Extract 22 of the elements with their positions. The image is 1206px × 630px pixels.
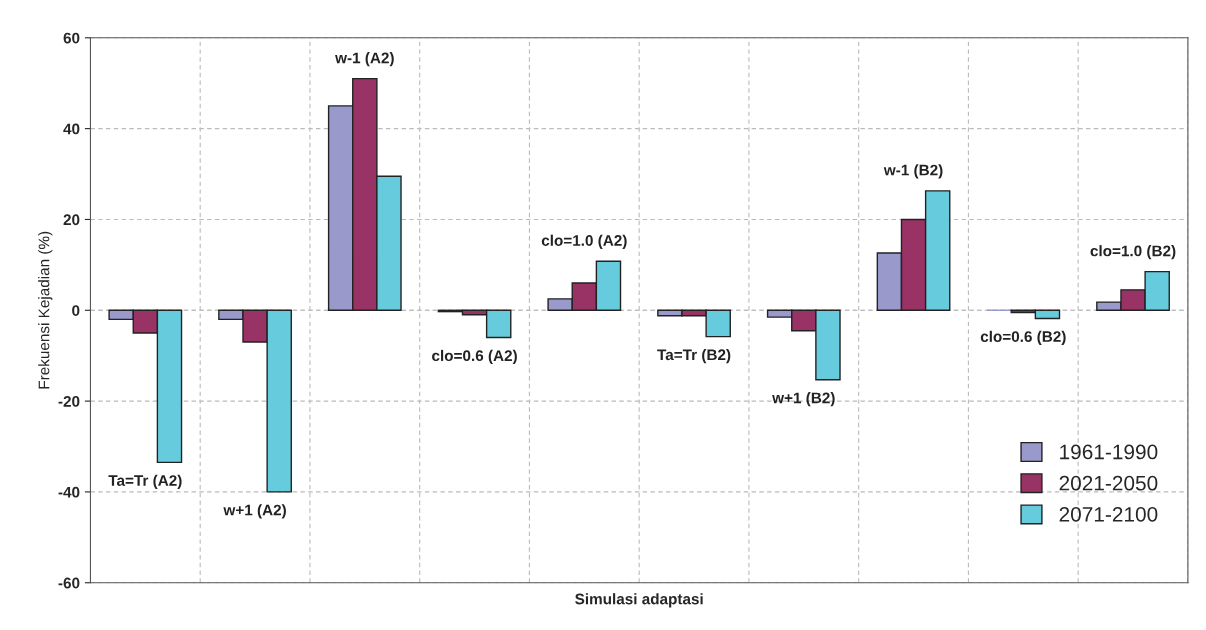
- y-tick-label: -40: [58, 486, 80, 498]
- x-tick-label: w+1 (B2): [772, 392, 835, 407]
- y-tick-label: 20: [63, 214, 80, 226]
- x-tick-label: clo=1.0 (A2): [541, 234, 627, 249]
- legend-label: 2071-2100: [1059, 506, 1158, 522]
- y-tick-label: 0: [72, 305, 80, 316]
- x-tick-label: w-1 (B2): [883, 164, 943, 179]
- y-tick-label: 60: [63, 32, 80, 44]
- x-tick-label: clo=1.0 (B2): [1090, 245, 1176, 260]
- x-tick-label: clo=0.6 (A2): [432, 349, 517, 365]
- legend-label: 1961-1990: [1060, 444, 1158, 460]
- y-axis-title: Frekuensi Kejadian (%): [38, 231, 53, 389]
- x-tick-label: Ta=Tr (A2): [108, 474, 182, 489]
- x-axis-title: Simulasi adaptasi: [575, 593, 703, 608]
- x-tick-label: w+1 (A2): [223, 504, 286, 519]
- legend-label: 2021-2050: [1059, 475, 1158, 491]
- x-tick-label: clo=0.6 (B2): [980, 330, 1066, 346]
- x-tick-label: w-1 (A2): [335, 52, 394, 67]
- y-tick-label: -60: [58, 577, 80, 589]
- y-tick-label: 40: [63, 123, 80, 135]
- y-tick-label: -20: [58, 395, 80, 407]
- x-tick-label: Ta=Tr (B2): [657, 348, 731, 364]
